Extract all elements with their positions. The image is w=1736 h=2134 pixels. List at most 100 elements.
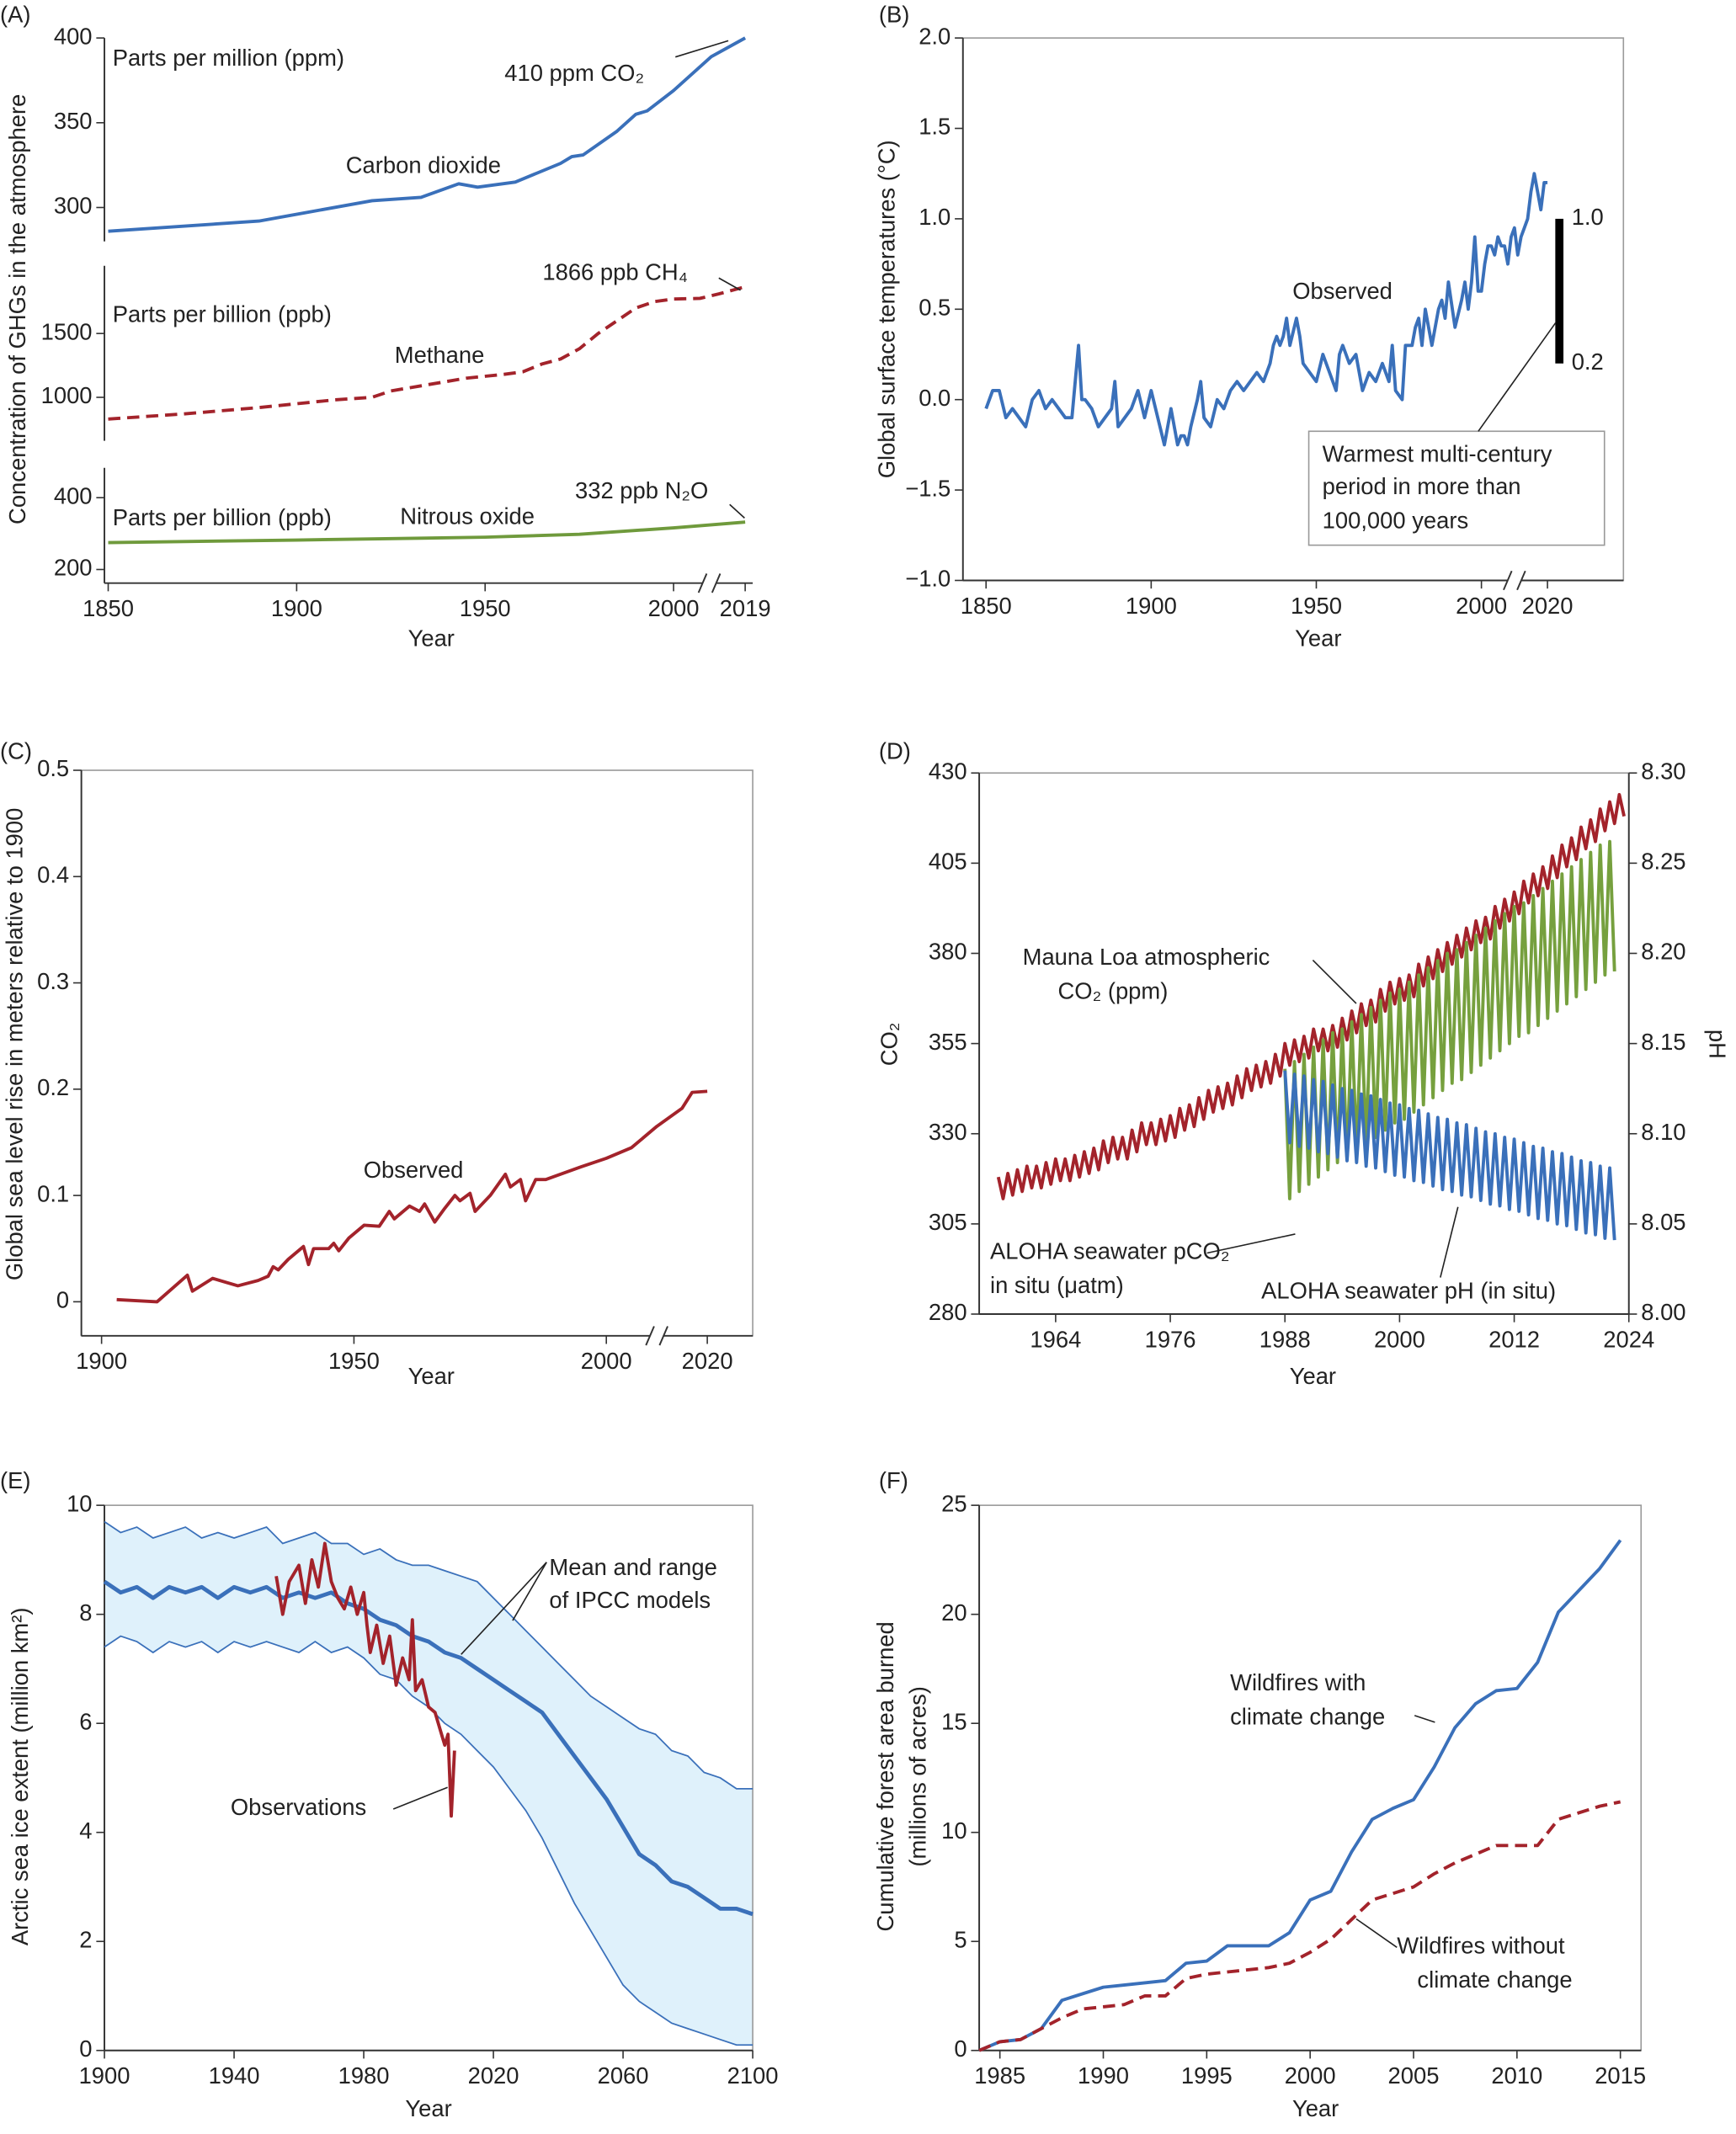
- annotation: in situ (μatm): [990, 1272, 1124, 1298]
- y-tick-label: 0.5: [37, 755, 69, 781]
- x-tick-label: 2020: [468, 2062, 519, 2089]
- x-tick-label: 1988: [1259, 1326, 1311, 1352]
- y-axis-title: Global sea level rise in meters relative…: [2, 808, 28, 1280]
- x-axis-title: Year: [408, 1363, 455, 1389]
- y-tick-label: 4: [79, 1817, 92, 1844]
- panel-label: (B): [879, 2, 910, 28]
- y-tick-label: 330: [929, 1119, 967, 1145]
- x-axis-title: Year: [405, 2095, 451, 2121]
- x-tick-label: 2020: [682, 1348, 733, 1374]
- panel-label: (E): [0, 1467, 31, 1493]
- data-line: [978, 1539, 1622, 2052]
- y2-tick-label: 8.00: [1641, 1299, 1685, 1325]
- axis-break: [645, 1326, 655, 1346]
- axis-break: [1516, 570, 1526, 591]
- leader-line: [1414, 1715, 1435, 1723]
- x-axis-title: Year: [1292, 2095, 1339, 2121]
- x-tick-label: 2060: [598, 2062, 649, 2089]
- axis-break-gap: [650, 1331, 664, 1340]
- y-tick-label: 300: [54, 193, 93, 219]
- x-tick-label: 1900: [79, 2062, 130, 2089]
- data-line: [108, 520, 746, 545]
- y2-tick-label: 8.20: [1641, 939, 1685, 965]
- y-tick-label: 350: [54, 108, 93, 134]
- y-tick-label: 0: [954, 2036, 967, 2062]
- x-tick-label: 2005: [1388, 2062, 1440, 2089]
- y-tick-label: 10: [67, 1490, 92, 1516]
- x-axis-title: Year: [1290, 1363, 1336, 1389]
- x-axis-title: Year: [408, 625, 455, 652]
- data-line: [1283, 839, 1616, 1200]
- annotation: climate change: [1230, 1703, 1385, 1729]
- leader-line: [512, 1562, 547, 1621]
- data-line: [274, 1541, 456, 1818]
- leader-line: [1440, 1206, 1459, 1278]
- leader-line: [1478, 322, 1557, 432]
- y-tick-label: 2.0: [919, 23, 951, 49]
- annotation: Mean and range: [549, 1554, 716, 1580]
- leader-line: [1206, 1233, 1296, 1254]
- callout-box: [1307, 430, 1606, 546]
- panel-label: (F): [879, 1467, 908, 1493]
- data-line: [108, 285, 746, 421]
- annotation: Nitrous oxide: [400, 503, 535, 530]
- y-tick-label: 15: [941, 1708, 967, 1734]
- y-tick-label: −1.0: [905, 566, 951, 592]
- annotation: Parts per billion (ppb): [113, 301, 332, 327]
- x-tick-label: 2000: [648, 595, 700, 621]
- x-tick-label: 2015: [1595, 2062, 1646, 2089]
- y-tick-label: 0: [56, 1287, 69, 1313]
- annotation: ALOHA seawater pH (in situ): [1261, 1277, 1556, 1303]
- annotation: ALOHA seawater pCO₂: [990, 1238, 1230, 1264]
- data-line: [116, 1089, 708, 1304]
- y-axis-title: Global surface temperatures (°C): [873, 140, 899, 478]
- y-tick-label: 430: [929, 758, 967, 784]
- y-tick-label: 0.3: [37, 968, 69, 994]
- y-axis-title: CO₂: [876, 1023, 903, 1067]
- annotation: Wildfires with: [1230, 1669, 1366, 1695]
- x-tick-label: 1980: [338, 2062, 390, 2089]
- x-axis-title: Year: [1295, 625, 1341, 652]
- x-tick-label: 1900: [76, 1348, 127, 1374]
- data-line: [996, 793, 1626, 1200]
- y-tick-label: 0.0: [919, 385, 951, 411]
- x-tick-label: 2100: [727, 2062, 779, 2089]
- x-tick-label: 1976: [1145, 1326, 1196, 1352]
- y2-tick-label: 8.10: [1641, 1119, 1685, 1145]
- y-tick-label: 305: [929, 1209, 967, 1235]
- x-tick-label: 1950: [460, 595, 511, 621]
- y2-tick-label: 8.15: [1641, 1029, 1685, 1055]
- y2-tick-label: 8.25: [1641, 849, 1685, 875]
- x-tick-label: 2000: [581, 1348, 632, 1374]
- y-tick-label: 400: [54, 23, 93, 49]
- data-line: [984, 172, 1548, 447]
- data-line: [1283, 1070, 1616, 1241]
- y2-axis-title: pH: [1705, 1030, 1731, 1059]
- data-line: [108, 36, 747, 233]
- axis-break: [711, 573, 722, 593]
- y-tick-label: 2: [79, 1926, 92, 1952]
- y-tick-label: 280: [929, 1299, 967, 1325]
- axis-break-gap: [1507, 576, 1521, 585]
- axis-break: [697, 573, 708, 593]
- x-tick-label: 2012: [1488, 1326, 1540, 1352]
- y-tick-label: 25: [941, 1490, 967, 1516]
- x-tick-label: 2010: [1491, 2062, 1542, 2089]
- y-tick-label: 355: [929, 1029, 967, 1055]
- x-tick-label: 1900: [271, 595, 322, 621]
- y-tick-label: 0.4: [37, 862, 69, 888]
- axis-break: [1503, 570, 1513, 591]
- y-tick-label: 8: [79, 1599, 92, 1626]
- leader-line: [1312, 959, 1357, 1004]
- y-tick-label: 20: [941, 1599, 967, 1626]
- annotation: Observed: [1292, 278, 1393, 304]
- leader-line: [675, 40, 729, 58]
- x-tick-label: 2000: [1456, 593, 1507, 619]
- x-tick-label: 2000: [1374, 1326, 1425, 1352]
- axis-break-gap: [702, 578, 716, 588]
- leader-line: [718, 277, 741, 291]
- y2-tick-label: 8.30: [1641, 758, 1685, 784]
- y-tick-label: 10: [941, 1817, 967, 1844]
